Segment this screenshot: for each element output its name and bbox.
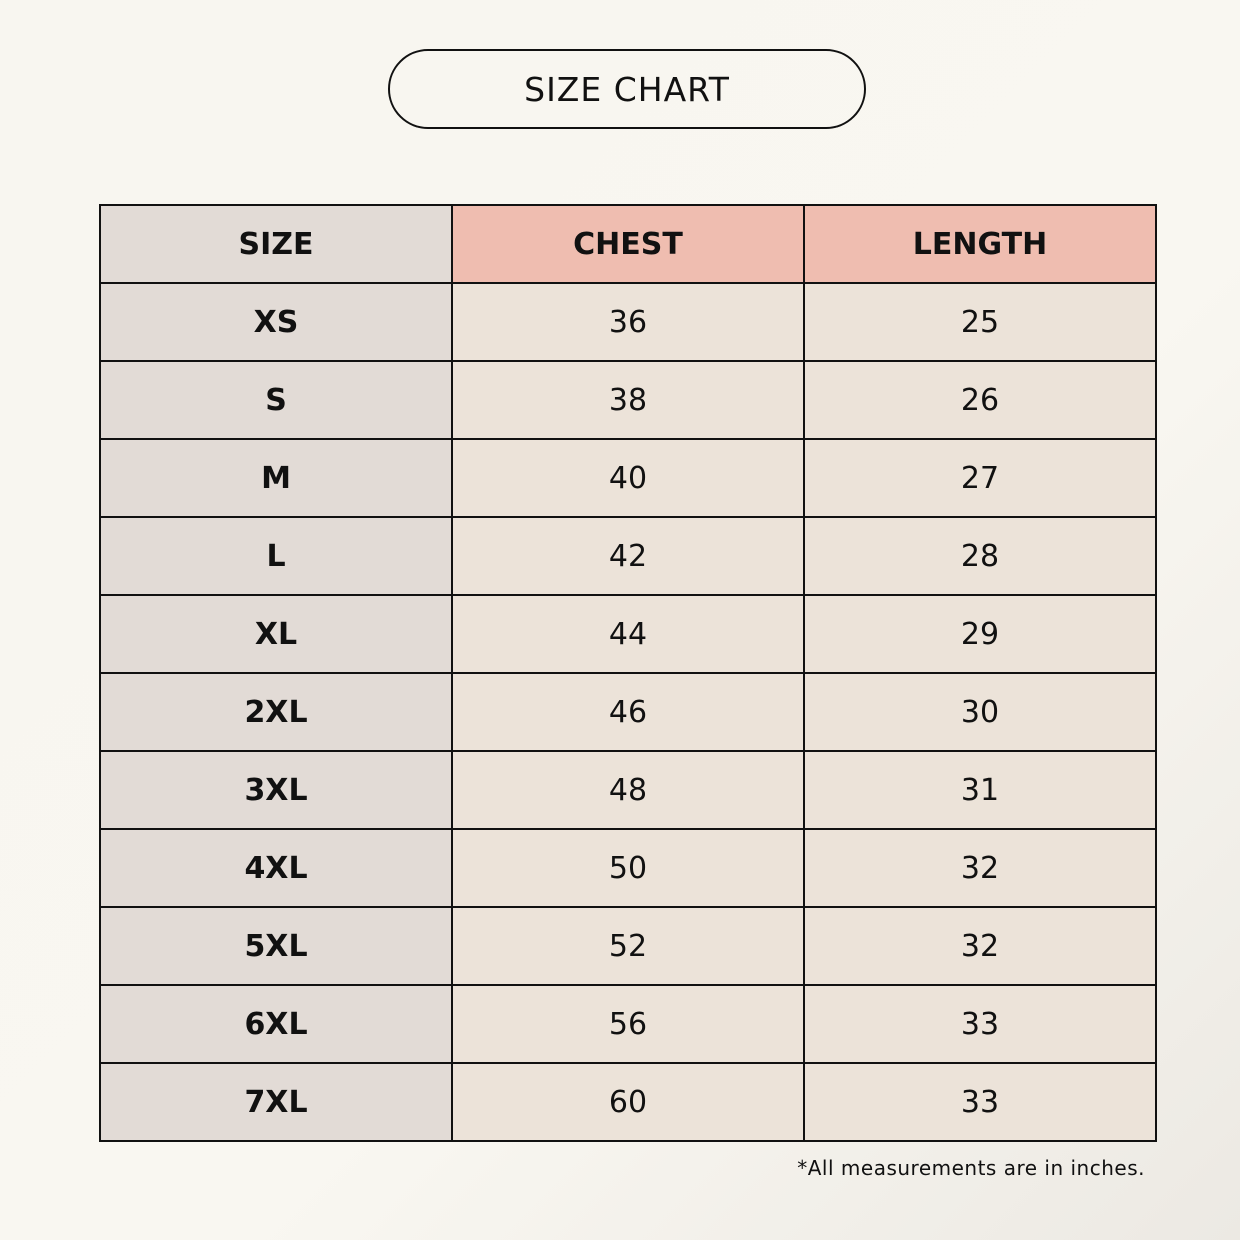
- cell: 48: [451, 750, 805, 830]
- row: 7XL 60 33: [99, 1062, 1157, 1142]
- cell: S: [99, 360, 453, 440]
- row: 2XL 46 30: [99, 672, 1157, 752]
- cell: 33: [803, 1062, 1157, 1142]
- cell: 29: [803, 594, 1157, 674]
- cell: 32: [803, 828, 1157, 908]
- cell: 25: [803, 282, 1157, 362]
- cell: 26: [803, 360, 1157, 440]
- row: 5XL 52 32: [99, 906, 1157, 986]
- cell: 38: [451, 360, 805, 440]
- cell: 28: [803, 516, 1157, 596]
- footnote: *All measurements are in inches.: [797, 1156, 1145, 1180]
- row: XL 44 29: [99, 594, 1157, 674]
- column-header: LENGTH: [803, 204, 1157, 284]
- column-header: SIZE: [99, 204, 453, 284]
- row: 4XL 50 32: [99, 828, 1157, 908]
- cell: 44: [451, 594, 805, 674]
- cell: 5XL: [99, 906, 453, 986]
- cell: L: [99, 516, 453, 596]
- row: XS 36 25: [99, 282, 1157, 362]
- cell: 6XL: [99, 984, 453, 1064]
- title: SIZE CHART: [388, 49, 866, 129]
- cell: 46: [451, 672, 805, 752]
- column-header: CHEST: [451, 204, 805, 284]
- cell: 30: [803, 672, 1157, 752]
- size-table: SIZE CHEST LENGTH XS 36 25 S 38 26 M 40 27 L 42 28 XL 44…: [99, 204, 1157, 1142]
- row: M 40 27: [99, 438, 1157, 518]
- cell: 50: [451, 828, 805, 908]
- row: 6XL 56 33: [99, 984, 1157, 1064]
- cell: XL: [99, 594, 453, 674]
- cell: 56: [451, 984, 805, 1064]
- cell: 33: [803, 984, 1157, 1064]
- row: 3XL 48 31: [99, 750, 1157, 830]
- cell: 36: [451, 282, 805, 362]
- cell: 32: [803, 906, 1157, 986]
- cell: 60: [451, 1062, 805, 1142]
- cell: 2XL: [99, 672, 453, 752]
- cell: 3XL: [99, 750, 453, 830]
- cell: 40: [451, 438, 805, 518]
- cell: 7XL: [99, 1062, 453, 1142]
- row: L 42 28: [99, 516, 1157, 596]
- row: S 38 26: [99, 360, 1157, 440]
- cell: 31: [803, 750, 1157, 830]
- cell: 52: [451, 906, 805, 986]
- cell: 4XL: [99, 828, 453, 908]
- cell: 27: [803, 438, 1157, 518]
- cell: M: [99, 438, 453, 518]
- cell: XS: [99, 282, 453, 362]
- cell: 42: [451, 516, 805, 596]
